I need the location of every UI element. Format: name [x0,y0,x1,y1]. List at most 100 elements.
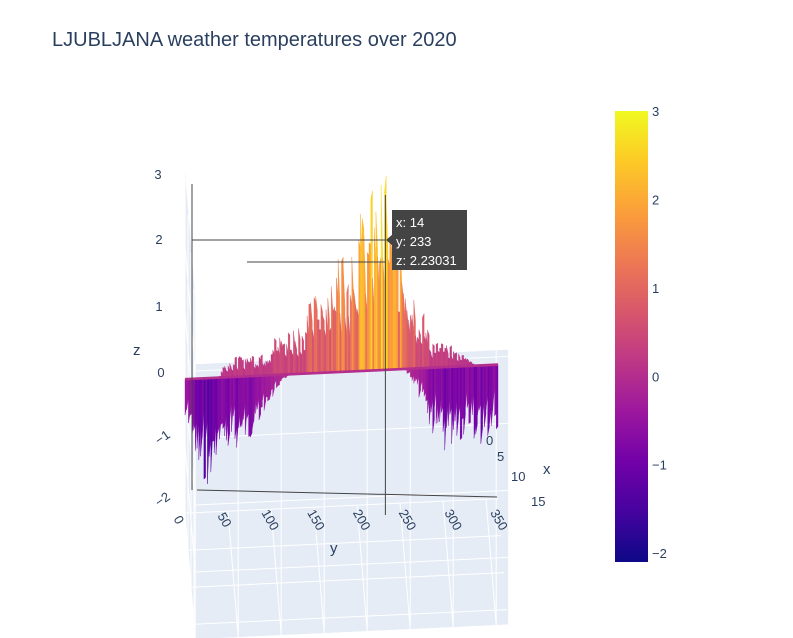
surface-strip [398,311,401,370]
surface-strip [418,329,421,369]
surface-strip [222,367,225,378]
z-axis-title: z [133,342,141,359]
surface-strip [460,366,463,441]
surface-strip [315,296,318,374]
tooltip-box [392,210,467,270]
surface-strip [355,303,358,372]
surface-strip [449,344,452,368]
surface-strip [411,314,414,369]
surface-strip [310,302,313,374]
surface-strip [417,336,420,369]
z-tick-label: 2 [155,232,162,247]
surface-strip [410,314,413,369]
surface-strip [468,365,471,424]
surface-strip [203,377,206,480]
surface-strip [269,359,272,376]
chart-title: LJUBLJANA weather temperatures over 2020 [52,29,457,51]
surface-strip [408,319,411,370]
z-tick-label: −1 [152,427,173,448]
surface-strip [319,329,322,374]
surface-strip [437,350,440,368]
surface-strip [234,376,237,439]
surface-strip [496,364,499,430]
surface-strip [305,331,308,374]
surface-strip [427,329,430,369]
surface-strip [379,257,382,371]
surface-strip [370,190,373,371]
surface-strip [238,355,241,377]
surface-strip [344,318,347,373]
surface-strip [234,356,237,378]
surface-strip [270,354,273,376]
surface-strip [277,347,280,376]
surface-strip [353,289,356,372]
surface-strip [274,337,277,376]
surface-strip [320,304,323,374]
surface-strip [329,327,332,373]
surface-strip [362,218,365,372]
y-axis-title: y [330,540,338,557]
surface-strip [494,364,497,417]
surface-strip [332,306,335,373]
surface-strip [279,337,282,376]
surface-strip [334,309,337,373]
surface-strip [480,365,483,444]
floor-wall [185,498,509,638]
surface-strip [458,366,461,415]
surface-strip [349,295,352,372]
surface-strip [244,359,248,377]
surface-strip [439,347,442,368]
colorbar: 3 2 1 0 −1 −2 [615,104,667,562]
surface-strip [251,355,255,377]
tooltip-z-text: z: 2.23031 [396,253,457,268]
surface-strip [375,211,378,371]
surface-strip [401,282,404,370]
surface-strip [429,348,432,368]
surface-strip [248,361,251,377]
surface-strip [434,352,437,368]
surface-strip [288,332,291,375]
surface-strip [351,256,354,372]
tooltip-pointer [386,234,393,246]
colorbar-tick-label: 1 [652,281,659,296]
surface-strip [298,328,301,375]
z-tick-label: 0 [157,365,164,380]
surface-strip [250,357,253,377]
surface-strip [425,332,428,369]
surface-strip [374,227,377,371]
surface-strip [313,297,316,374]
surface-strip [336,277,339,373]
surface-strip [281,341,284,375]
colorbar-tick-label: 2 [652,192,659,207]
tooltip-y-text: y: 233 [396,234,431,249]
z-tick-label: −2 [152,489,173,510]
surface[interactable] [184,175,499,485]
surface-strip [258,375,261,421]
surface-strip [413,299,416,369]
surface-strip [217,377,220,433]
surface-strip [294,341,297,375]
surface-strip [286,344,289,375]
z-tick-label: 1 [155,299,162,314]
surface-strip [282,343,285,375]
surface-strip [308,304,311,374]
x-tick-label: 5 [497,449,504,464]
z-tick-label: 3 [154,167,161,182]
surface-strip [293,330,296,375]
surface-strip [325,309,328,373]
surface-strip [386,202,389,370]
surface-strip [444,347,447,368]
spike-lines [191,184,498,515]
surface-strip [405,298,408,370]
surface-strip [343,265,346,372]
surface-strip [276,374,279,389]
surface-strip [248,376,251,437]
surface-strip [260,354,263,376]
surface-strip [487,364,490,436]
surface-strip [301,335,304,375]
surface-strip [227,376,230,446]
surface-strip [475,365,478,435]
colorbar-tick-label: 0 [652,369,659,384]
